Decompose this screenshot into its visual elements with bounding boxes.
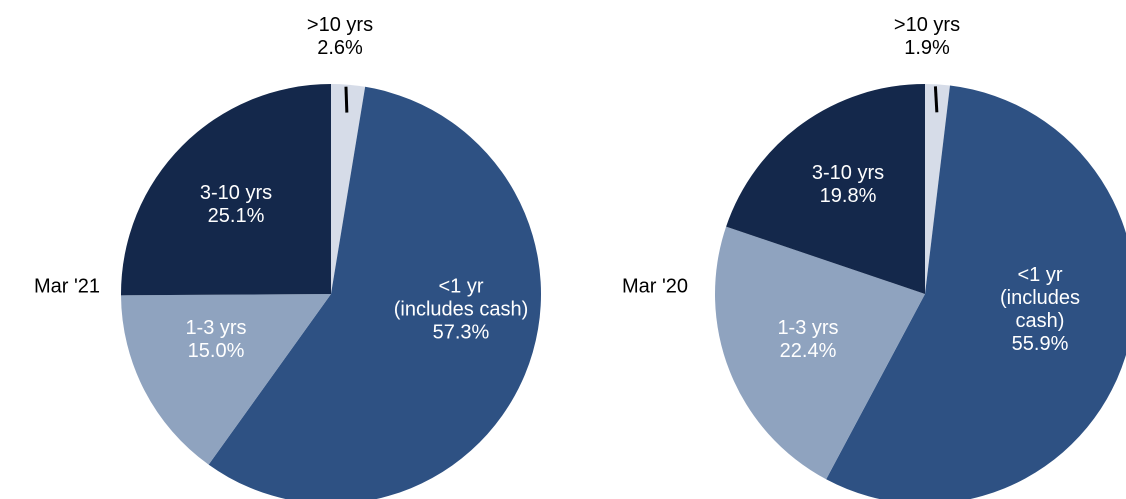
pie-slice	[715, 226, 925, 480]
category-label: 1-3 yrs	[777, 317, 839, 339]
leader-line	[933, 86, 939, 113]
value-label: 2.6%	[317, 37, 363, 59]
category-label: 3-10 yrs	[199, 182, 273, 204]
pie-slice	[208, 86, 541, 499]
value-label: 25.1%	[207, 205, 265, 227]
slice-label: 1-3 yrs 15.0%	[185, 317, 246, 363]
category-label: 3-10 yrs	[811, 162, 885, 184]
value-label: 15.0%	[187, 340, 245, 362]
slice-label: 1-3 yrs 22.4%	[777, 317, 838, 363]
slice-label: >10 yrs 2.6%	[307, 14, 373, 60]
pie-slice	[826, 85, 1126, 499]
value-label: 22.4%	[779, 340, 837, 362]
slice-label: <1 yr (includes cash) 55.9%	[997, 264, 1083, 356]
value-label: 19.8%	[819, 185, 877, 207]
slice-label: >10 yrs 1.9%	[894, 14, 960, 60]
category-label: >10 yrs	[893, 14, 961, 36]
pie-slice	[121, 294, 331, 465]
slice-label: 3-10 yrs 19.8%	[812, 162, 884, 208]
category-label: <1 yr (includes cash)	[999, 264, 1081, 332]
pie-slice	[726, 84, 925, 294]
value-label: 55.9%	[1011, 333, 1069, 355]
chart-title: Mar '20	[621, 275, 689, 298]
category-label: 1-3 yrs	[185, 317, 247, 339]
value-label: 1.9%	[904, 37, 950, 59]
slice-label: <1 yr (includes cash) 57.3%	[394, 276, 529, 345]
pie-slice	[120, 84, 331, 296]
slice-label: 3-10 yrs 25.1%	[200, 182, 272, 228]
pie-slice	[331, 84, 366, 294]
leader-line	[344, 86, 349, 113]
category-label: <1 yr (includes cash)	[393, 275, 529, 321]
category-label: >10 yrs	[306, 14, 374, 36]
value-label: 57.3%	[432, 321, 490, 344]
pie-slice	[925, 84, 951, 294]
chart-title: Mar '21	[33, 275, 101, 298]
